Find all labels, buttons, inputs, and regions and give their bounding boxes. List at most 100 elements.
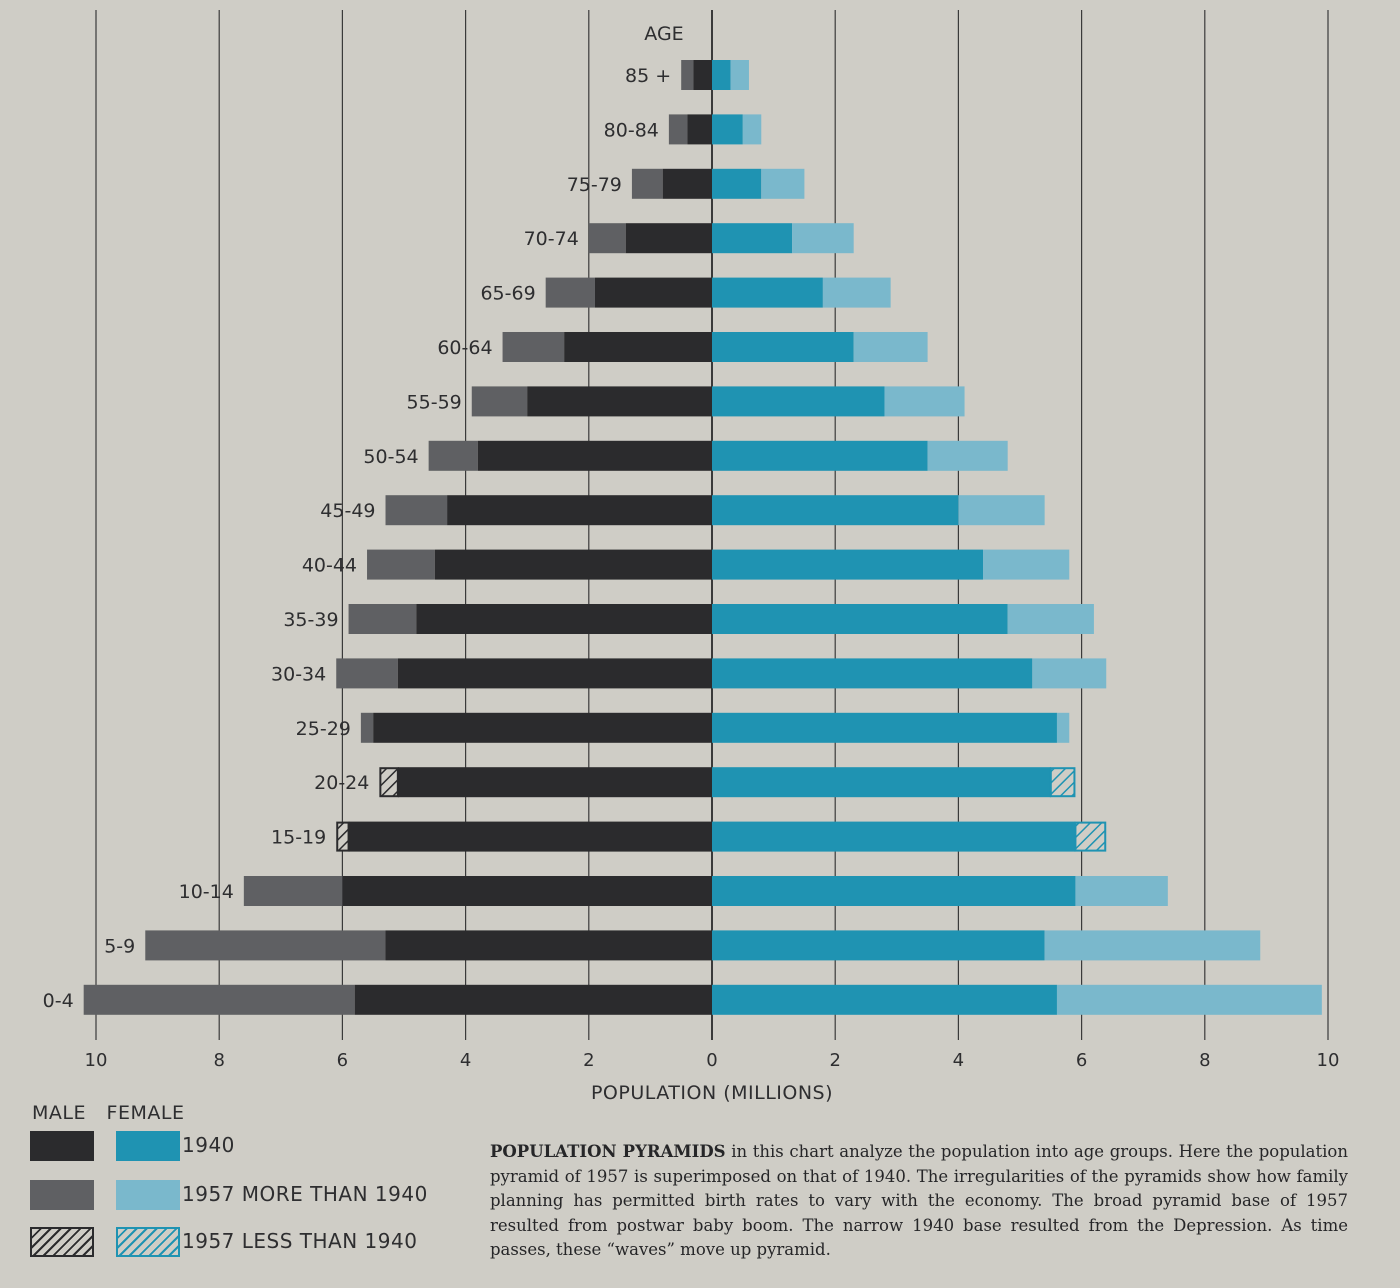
x-tick-label: 0 [706,1050,717,1071]
bar-female-1957-more [1032,658,1107,689]
bar-female-1940 [712,114,743,145]
legend-swatch-female-1957-less [116,1227,180,1257]
bar-female-1940 [712,549,984,580]
bar-female-1957-more [983,549,1070,580]
bar-female-1940 [712,876,1076,906]
x-tick-label: 4 [953,1050,964,1071]
bar-male-1940 [625,223,712,254]
age-group-label: 80-84 [604,119,659,141]
x-tick-label: 8 [213,1050,224,1071]
bar-male-1957-more [588,223,626,254]
legend-swatch-female-1957-more [116,1180,180,1210]
bar-female-1940 [712,712,1057,743]
age-group-label: 5-9 [104,935,135,957]
bar-female-1957-more [853,332,928,362]
bar-female-1940 [712,495,959,526]
bar-female-1940 [712,168,762,199]
bar-male-1940 [434,549,712,580]
bar-male-1957-more [83,984,355,1015]
bar-male-1957-more [545,277,595,308]
bar-female-1940 [712,223,793,254]
x-tick-label: 2 [583,1050,594,1071]
bar-female-1957-more [927,440,1008,471]
bar-male-1957-more [428,440,478,471]
legend-swatch-male-1940 [30,1131,94,1161]
bar-male-1940 [594,277,712,308]
bar-male-1957-more [367,549,435,580]
x-tick-label: 10 [1317,1050,1340,1071]
bar-female-1940 [712,821,1076,852]
bar-female-1940 [712,930,1045,961]
legend-swatch-male-1957-more [30,1180,94,1210]
age-group-label: 20-24 [314,772,369,794]
legend-male-header: MALE [32,1102,86,1124]
x-tick-label: 10 [85,1050,108,1071]
bar-male-1940 [397,658,712,689]
bar-male-1940 [447,495,712,526]
bar-female-1957-more [1007,604,1094,634]
age-group-label: 60-64 [437,337,492,359]
bar-male-1957-more [502,332,565,362]
bar-female-1957-more [1075,876,1168,906]
bar-female-1940 [712,332,854,362]
bar-male-1940 [385,930,712,961]
bar-male-1957-more [471,386,528,417]
bar-male-1957-less [336,821,350,852]
bar-female-1957-more [742,114,762,145]
age-group-label: 10-14 [179,881,234,903]
bar-male-1940 [477,440,712,471]
bar-male-1940 [342,876,712,906]
bar-male-1940 [354,984,712,1015]
legend-swatch-female-1940 [116,1131,180,1161]
bar-male-1957-more [385,495,448,526]
x-tick-label: 6 [337,1050,348,1071]
bar-female-1940 [712,386,885,417]
bar-male-1957-more [668,114,688,145]
age-group-label: 50-54 [363,446,418,468]
legend-label-1940: 1940 [182,1133,235,1157]
chart-caption: POPULATION PYRAMIDS in this chart analyz… [490,1140,1348,1263]
bar-female-1940 [712,60,731,90]
caption-lead: POPULATION PYRAMIDS [490,1142,726,1161]
bar-male-1940 [348,821,712,852]
bar-male-1957-more [336,658,398,689]
bar-male-1957-more [360,712,374,743]
legend-label-1957-more: 1957 MORE THAN 1940 [182,1182,428,1206]
age-group-label: 55-59 [407,391,462,413]
x-tick-label: 8 [1199,1050,1210,1071]
bar-female-1957-more [1056,712,1070,743]
bar-male-1940 [693,60,712,90]
bar-female-1957-more [822,277,891,308]
age-group-label: 35-39 [283,609,338,631]
bar-female-1957-less [1049,767,1076,798]
bar-male-1957-less [379,767,399,798]
bar-male-1940 [416,604,712,634]
bar-male-1940 [564,332,712,362]
bar-male-1957-more [348,604,417,634]
bar-female-1957-more [958,495,1045,526]
age-group-label: 70-74 [524,228,579,250]
bar-male-1940 [373,712,712,743]
bar-female-1940 [712,767,1051,798]
age-group-label: 45-49 [320,500,375,522]
bar-male-1940 [397,767,712,798]
bar-male-1940 [527,386,712,417]
age-group-label: 40-44 [302,555,357,577]
bar-female-1957-more [1056,984,1322,1015]
bar-female-1957-more [884,386,965,417]
bar-female-1940 [712,277,823,308]
age-group-label: 85 + [625,65,671,87]
bar-male-1940 [687,114,712,145]
age-group-label: 0-4 [43,990,74,1012]
age-group-label: 15-19 [271,827,326,849]
x-tick-label: 6 [1076,1050,1087,1071]
bar-male-1957-more [631,168,663,199]
bar-female-1957-more [761,168,805,199]
bar-male-1957-more [681,60,694,90]
bar-female-1940 [712,604,1008,634]
bar-female-1957-more [792,223,854,254]
bar-male-1957-more [243,876,343,906]
bar-female-1957-more [1044,930,1261,961]
bar-female-1940 [712,984,1057,1015]
